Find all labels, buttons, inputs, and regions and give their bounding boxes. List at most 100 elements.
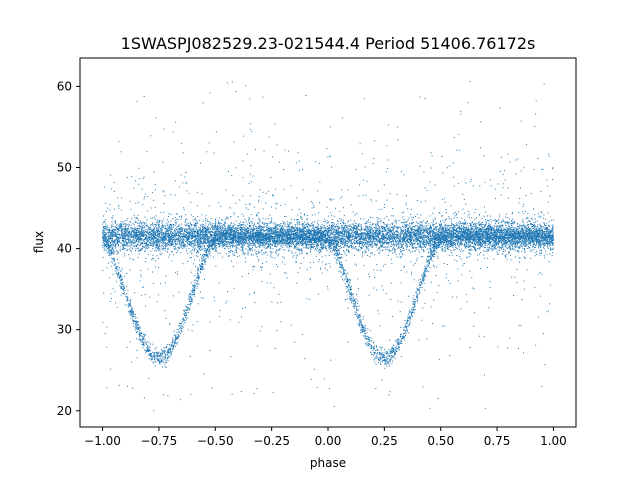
data-point xyxy=(455,232,457,234)
data-point xyxy=(378,362,379,364)
data-point xyxy=(352,305,354,307)
data-point xyxy=(480,235,482,237)
data-point xyxy=(460,242,462,244)
data-point xyxy=(176,337,178,339)
data-point xyxy=(408,317,410,319)
data-point xyxy=(490,238,492,240)
data-point xyxy=(130,244,132,246)
data-point xyxy=(419,284,421,286)
data-point xyxy=(133,321,135,323)
data-point xyxy=(376,355,377,357)
data-point xyxy=(245,237,247,239)
data-point xyxy=(457,245,459,247)
data-point xyxy=(111,253,113,255)
data-point xyxy=(390,358,392,360)
data-point xyxy=(333,248,335,250)
data-point xyxy=(157,359,159,361)
data-point xyxy=(122,283,124,285)
data-point xyxy=(349,279,351,280)
data-point xyxy=(408,312,410,314)
data-point xyxy=(224,230,226,232)
data-point xyxy=(301,239,303,241)
data-point xyxy=(297,237,299,239)
data-point xyxy=(420,282,422,284)
data-point xyxy=(444,241,446,243)
data-point xyxy=(412,223,414,225)
data-point xyxy=(150,354,152,356)
data-point xyxy=(522,237,524,239)
data-point xyxy=(390,354,392,356)
data-point xyxy=(350,279,352,281)
data-point xyxy=(162,366,164,368)
data-point xyxy=(161,350,163,352)
data-point xyxy=(504,228,506,230)
data-point xyxy=(337,220,339,222)
data-point xyxy=(338,251,340,253)
data-point xyxy=(517,229,519,231)
data-point xyxy=(455,245,457,246)
data-point xyxy=(159,359,161,361)
data-point xyxy=(226,230,228,232)
data-point xyxy=(297,237,299,239)
data-point xyxy=(193,293,194,295)
data-point xyxy=(176,231,178,233)
data-point xyxy=(439,235,441,237)
data-point xyxy=(450,250,452,251)
data-point xyxy=(316,244,318,246)
data-point xyxy=(364,329,365,331)
data-point xyxy=(262,243,264,245)
data-point xyxy=(508,252,510,254)
data-point xyxy=(294,245,296,247)
data-point xyxy=(199,239,201,241)
data-point xyxy=(415,299,417,301)
data-point xyxy=(161,359,163,361)
data-point xyxy=(278,240,280,242)
data-point xyxy=(107,242,109,243)
data-point xyxy=(463,239,465,241)
data-point xyxy=(398,231,399,233)
data-point xyxy=(342,266,344,268)
data-point xyxy=(405,226,407,228)
data-point xyxy=(371,243,373,245)
data-point xyxy=(423,277,425,279)
data-point xyxy=(156,358,158,360)
data-point xyxy=(187,234,189,236)
data-point xyxy=(269,237,271,239)
data-point xyxy=(123,290,125,291)
data-point xyxy=(135,326,137,327)
data-point xyxy=(364,324,366,326)
data-point xyxy=(223,240,225,242)
data-point xyxy=(260,249,262,251)
data-point xyxy=(390,348,392,350)
data-point xyxy=(551,242,553,244)
data-point xyxy=(160,355,162,357)
data-point xyxy=(120,225,122,226)
data-point xyxy=(437,234,439,235)
data-point xyxy=(463,223,465,225)
data-point xyxy=(331,251,333,253)
data-point xyxy=(302,236,304,238)
data-point xyxy=(127,305,129,307)
data-point xyxy=(271,230,273,232)
data-point xyxy=(526,239,528,241)
data-point xyxy=(397,338,399,340)
data-point xyxy=(462,240,464,242)
data-point xyxy=(501,236,503,238)
data-point xyxy=(391,351,393,353)
data-point xyxy=(274,242,276,244)
data-point xyxy=(114,262,116,264)
data-point xyxy=(533,234,535,236)
data-point xyxy=(323,221,325,223)
data-point xyxy=(116,267,118,268)
data-point xyxy=(392,355,394,357)
data-point xyxy=(532,224,533,225)
data-point xyxy=(310,234,312,236)
data-point xyxy=(151,355,153,357)
data-point xyxy=(138,333,140,335)
data-point xyxy=(417,297,419,299)
data-point xyxy=(170,243,172,245)
data-point xyxy=(212,239,214,241)
data-point xyxy=(192,291,194,293)
data-point xyxy=(219,231,221,233)
data-point xyxy=(261,234,263,235)
